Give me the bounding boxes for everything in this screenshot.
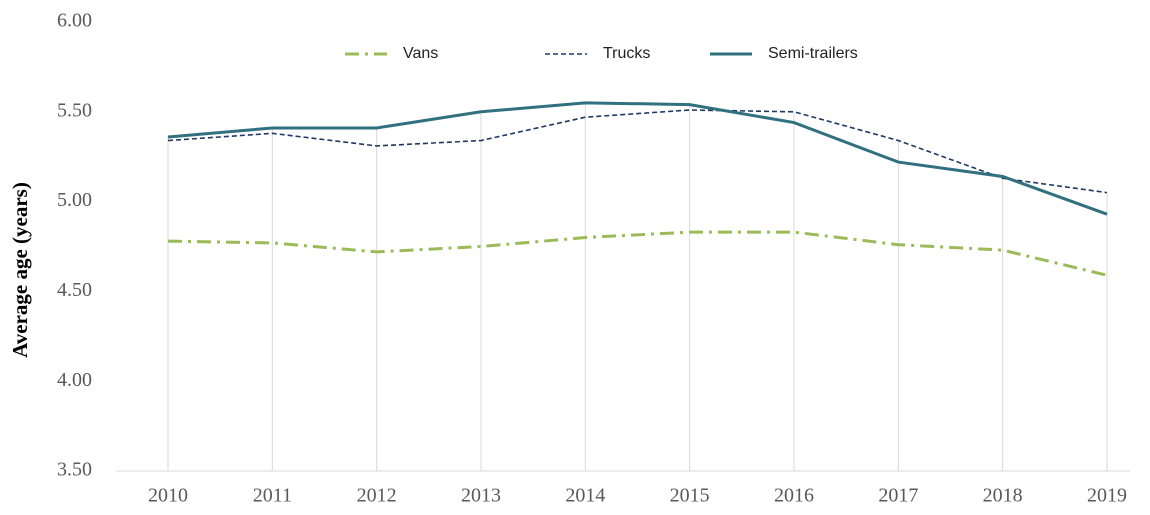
y-tick-label: 5.00 <box>57 189 92 211</box>
x-tick-label: 2014 <box>565 485 605 507</box>
x-tick-label: 2016 <box>774 485 814 507</box>
y-tick-label: 4.00 <box>57 369 92 391</box>
x-tick-label: 2018 <box>983 485 1023 507</box>
x-tick-label: 2013 <box>461 485 501 507</box>
y-tick-label: 4.50 <box>57 279 92 301</box>
x-tick-label: 2011 <box>253 485 292 507</box>
x-tick-label: 2010 <box>148 485 188 507</box>
x-tick-label: 2012 <box>357 485 397 507</box>
x-tick-label: 2017 <box>878 485 918 507</box>
series-line <box>167 101 1108 216</box>
x-tick-label: 2019 <box>1087 485 1127 507</box>
legend-label: Vans <box>403 45 438 62</box>
legend-label: Semi-trailers <box>768 45 858 62</box>
y-axis-label: Average age (years) <box>8 182 32 358</box>
x-tick-label: 2015 <box>670 485 710 507</box>
y-tick-label: 3.50 <box>57 459 92 481</box>
series-line <box>167 230 1108 277</box>
series-line <box>167 109 1108 194</box>
y-tick-label: 6.00 <box>57 10 92 32</box>
legend-label: Trucks <box>603 45 650 62</box>
y-tick-label: 5.50 <box>57 99 92 121</box>
